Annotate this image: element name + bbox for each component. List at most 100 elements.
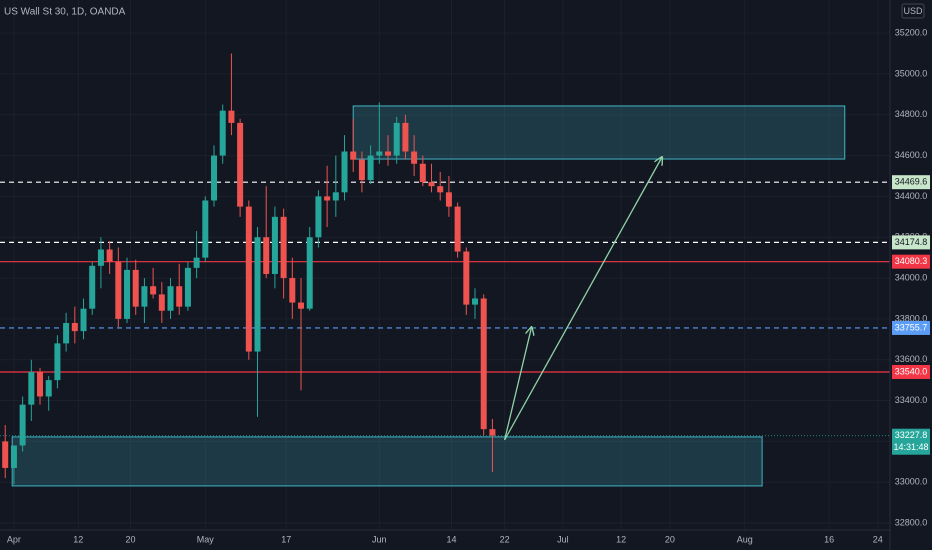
x-tick-label: 12 bbox=[616, 534, 626, 544]
candle-body bbox=[124, 269, 131, 319]
candle-body bbox=[97, 249, 104, 266]
candle-body bbox=[45, 380, 52, 397]
candle-body bbox=[315, 196, 322, 238]
candle-body bbox=[202, 200, 209, 258]
candle-body bbox=[289, 278, 296, 303]
candle-body bbox=[280, 216, 287, 279]
zone bbox=[11, 436, 763, 487]
candle-body bbox=[115, 261, 122, 319]
candle-body bbox=[454, 206, 461, 252]
current-price-label: 33227.8 bbox=[895, 430, 928, 440]
x-tick-label: Jun bbox=[372, 534, 387, 544]
x-tick-label: 17 bbox=[281, 534, 291, 544]
candle-body bbox=[10, 445, 17, 468]
candle-body bbox=[184, 267, 191, 307]
currency[interactable]: USD bbox=[903, 6, 923, 16]
x-tick-label: Jul bbox=[557, 534, 569, 544]
x-tick-label: Apr bbox=[7, 534, 21, 544]
candle-body bbox=[480, 298, 487, 430]
price-label: 33755.7 bbox=[895, 322, 928, 332]
candle-body bbox=[463, 251, 470, 305]
y-tick-label: 34600.0 bbox=[895, 150, 928, 160]
candle-body bbox=[332, 192, 339, 201]
candle-body bbox=[150, 286, 157, 295]
candle-body bbox=[80, 308, 87, 332]
price-label: 34469.6 bbox=[895, 177, 928, 187]
axes: 32800.033000.033200.033400.033600.033800… bbox=[7, 27, 930, 544]
y-tick-label: 33800.0 bbox=[895, 313, 928, 323]
candle-body bbox=[393, 122, 400, 156]
candle-body bbox=[324, 196, 331, 201]
candle-body bbox=[63, 322, 70, 344]
arrow bbox=[504, 157, 662, 441]
price-label: 34080.3 bbox=[895, 256, 928, 266]
x-tick-label: Aug bbox=[737, 534, 753, 544]
y-tick-label: 34400.0 bbox=[895, 191, 928, 201]
candle-body bbox=[489, 429, 496, 436]
y-tick-label: 32800.0 bbox=[895, 517, 928, 527]
grid bbox=[0, 0, 890, 530]
candle-body bbox=[19, 404, 26, 446]
candle-body bbox=[245, 206, 252, 352]
arrow bbox=[503, 327, 532, 441]
countdown: 14:31:48 bbox=[893, 442, 928, 452]
candle-body bbox=[132, 269, 139, 307]
y-tick-label: 33600.0 bbox=[895, 354, 928, 364]
candle-body bbox=[211, 155, 218, 201]
x-tick-label: May bbox=[197, 534, 215, 544]
price-label-bg bbox=[892, 254, 930, 269]
candle-body bbox=[106, 249, 113, 262]
y-tick-label: 33000.0 bbox=[895, 477, 928, 487]
candle-body bbox=[158, 294, 165, 311]
price-label-bg bbox=[892, 175, 930, 190]
candle-body bbox=[411, 151, 418, 164]
candle-body bbox=[385, 151, 392, 156]
candle-body bbox=[402, 122, 409, 152]
candle-body bbox=[437, 186, 444, 193]
y-tick-label: 35000.0 bbox=[895, 68, 928, 78]
price-label: 34174.8 bbox=[895, 237, 928, 247]
candle-body bbox=[37, 371, 44, 397]
candle-body bbox=[193, 257, 200, 268]
candle-body bbox=[28, 371, 35, 405]
candle-body bbox=[271, 216, 278, 274]
x-tick-label: 22 bbox=[500, 534, 510, 544]
candle-body bbox=[367, 155, 374, 181]
candle-body bbox=[219, 110, 226, 156]
candle-body bbox=[254, 237, 261, 352]
x-tick-label: 20 bbox=[665, 534, 675, 544]
candle-body bbox=[358, 159, 365, 181]
candle-body bbox=[419, 163, 426, 183]
candle-body bbox=[445, 192, 452, 207]
price-label-bg bbox=[892, 235, 930, 250]
candle-body bbox=[176, 286, 183, 307]
candle-body bbox=[237, 122, 244, 207]
current-price-bg bbox=[892, 428, 930, 455]
candle-body bbox=[89, 265, 96, 309]
candle-body bbox=[167, 286, 174, 311]
price-label-bg bbox=[892, 320, 930, 335]
x-tick-label: 14 bbox=[447, 534, 457, 544]
x-tick-label: 12 bbox=[73, 534, 83, 544]
candle-body bbox=[141, 286, 148, 307]
candle-body bbox=[54, 343, 61, 381]
price-label: 33540.0 bbox=[895, 366, 928, 376]
candle-body bbox=[298, 302, 305, 309]
x-tick-label: 20 bbox=[125, 534, 135, 544]
candle-body bbox=[472, 298, 479, 305]
currency-box[interactable] bbox=[901, 3, 925, 19]
candle-body bbox=[350, 151, 357, 160]
x-tick-label: 24 bbox=[873, 534, 883, 544]
plot bbox=[0, 53, 890, 487]
zone bbox=[352, 105, 846, 160]
candle-body bbox=[263, 237, 270, 274]
y-tick-label: 35200.0 bbox=[895, 27, 928, 37]
candle-body bbox=[2, 441, 9, 468]
candle-body bbox=[71, 322, 78, 332]
candle-body bbox=[228, 110, 235, 123]
chart-title: US Wall St 30, 1D, OANDA bbox=[4, 7, 126, 18]
candle-body bbox=[306, 237, 313, 309]
candle-body bbox=[376, 151, 383, 156]
y-tick-label: 34000.0 bbox=[895, 272, 928, 282]
